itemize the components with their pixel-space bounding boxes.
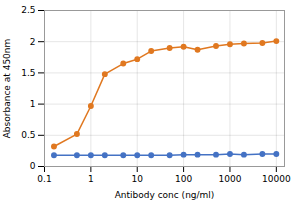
svg-text:100: 100 (175, 174, 192, 184)
svg-text:Antibody conc (ng/ml): Antibody conc (ng/ml) (115, 190, 215, 200)
svg-text:2: 2 (30, 37, 36, 47)
svg-text:Absorbance at 450nm: Absorbance at 450nm (2, 39, 12, 139)
svg-text:0.5: 0.5 (21, 130, 35, 140)
svg-text:10000: 10000 (262, 174, 291, 184)
svg-text:2.5: 2.5 (21, 5, 35, 15)
svg-text:1000: 1000 (219, 174, 242, 184)
svg-text:1.5: 1.5 (21, 68, 35, 78)
svg-text:1: 1 (88, 174, 94, 184)
svg-text:1: 1 (30, 99, 36, 109)
svg-text:10: 10 (132, 174, 144, 184)
svg-text:0.1: 0.1 (37, 174, 51, 184)
svg-text:0: 0 (30, 161, 36, 171)
